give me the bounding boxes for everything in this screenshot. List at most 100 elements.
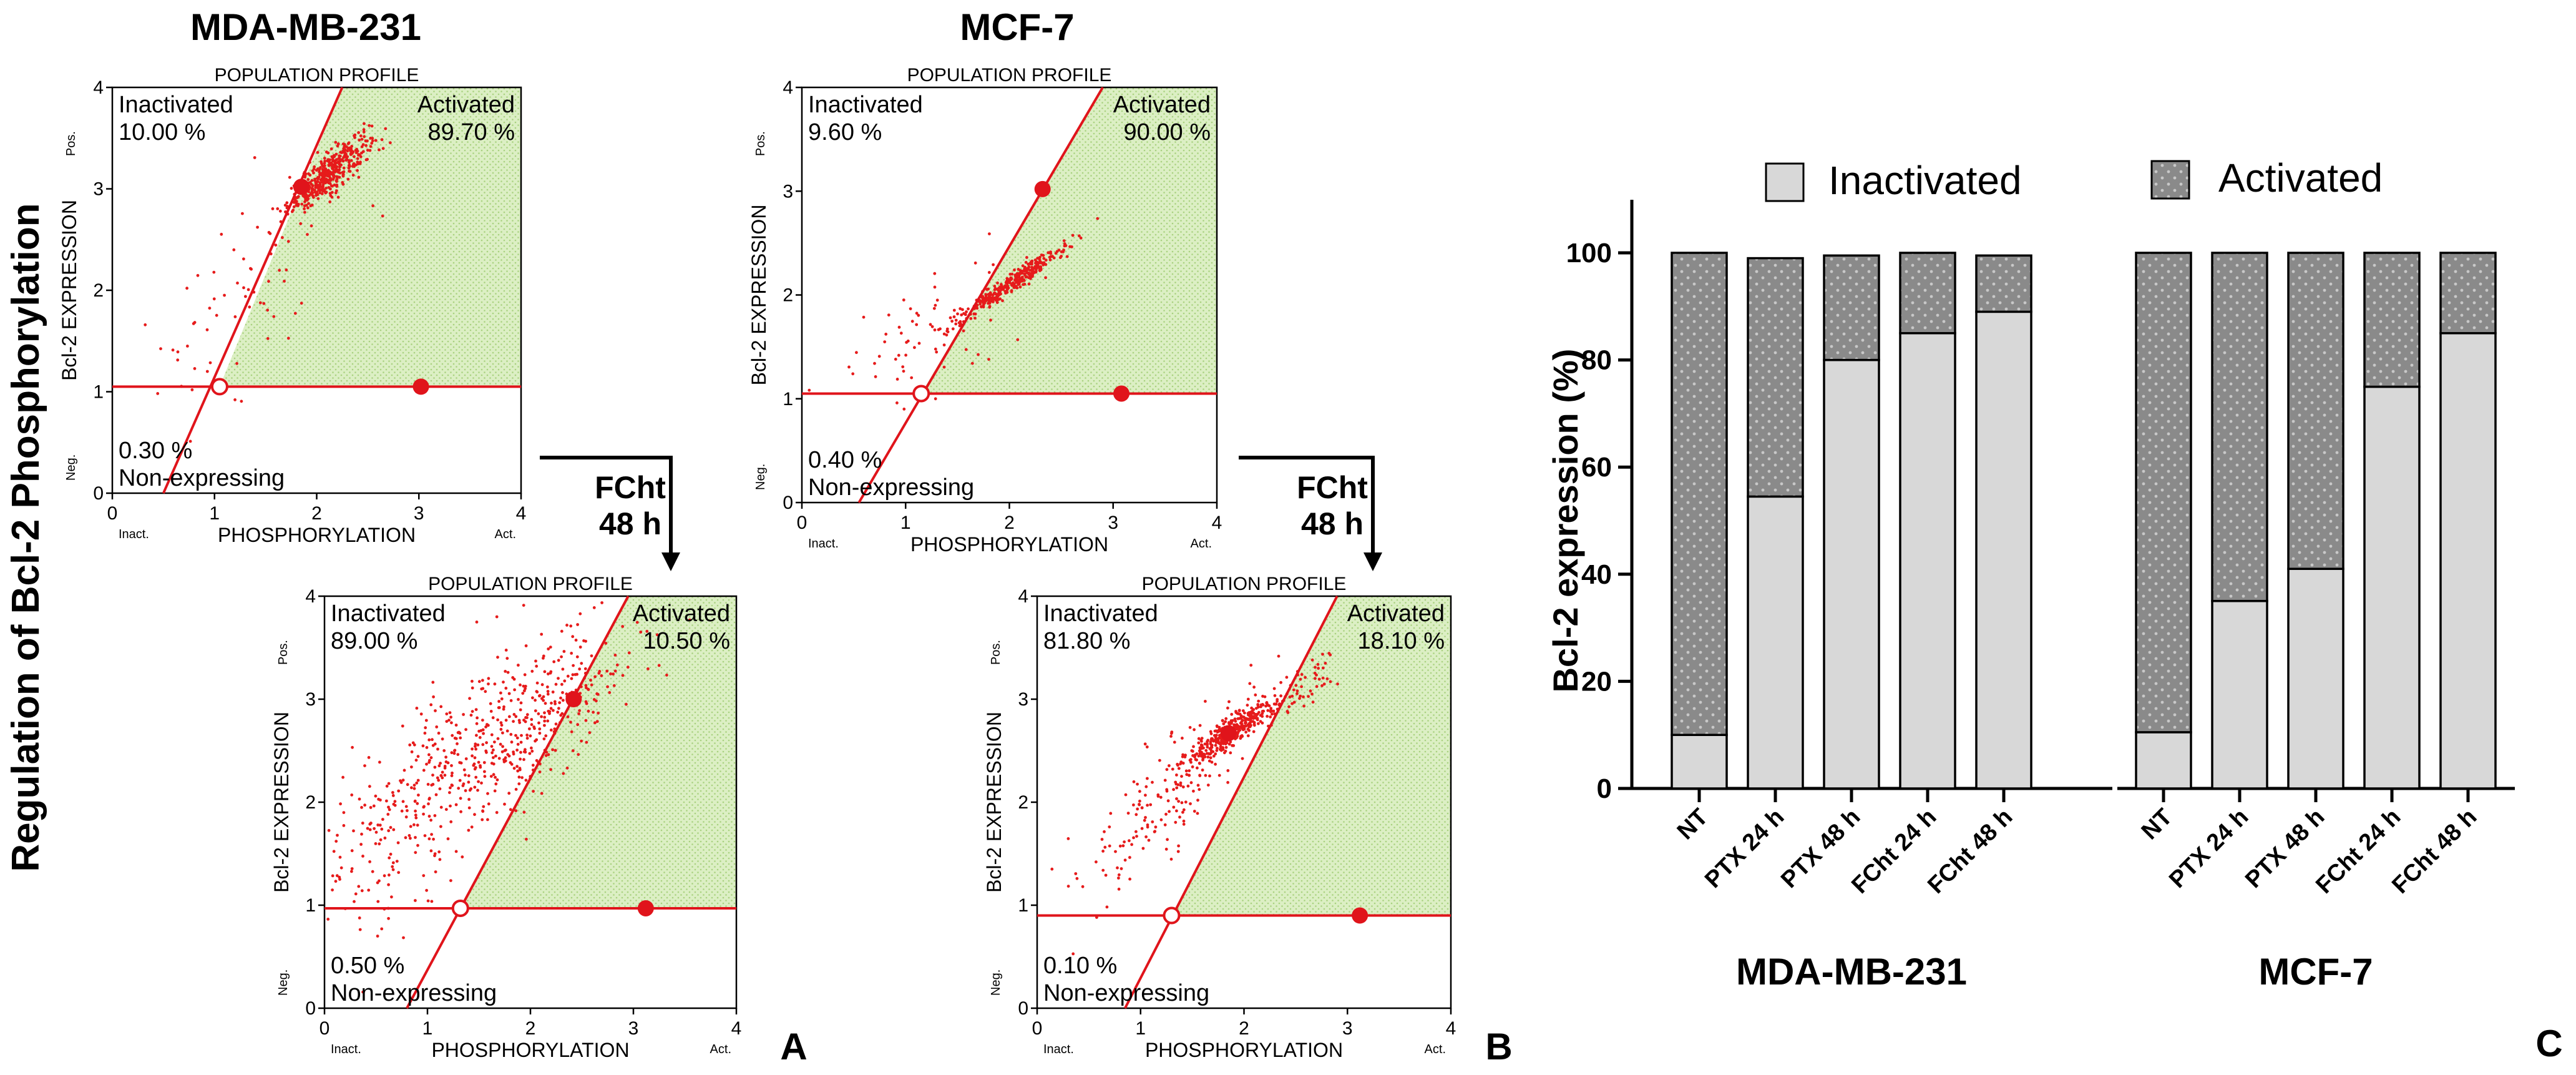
scatter-event [1261,721,1264,725]
scatter-event [1236,724,1239,728]
scatter-event [318,188,321,191]
scatter-event [436,776,439,780]
scatter-event [530,718,534,721]
scatter-event [335,184,339,187]
scatter-event [439,825,442,828]
scatter-event [1108,825,1111,828]
scatter-event [366,139,369,143]
x-tick-label: 1 [422,1018,433,1039]
scatter-event [383,837,387,840]
scatter-event [1279,680,1283,684]
scatter-event [1074,872,1078,875]
scatter-event [232,248,236,252]
x-end-label-inact: Inact. [808,537,839,551]
scatter-event [433,854,436,858]
scatter-event [895,378,899,381]
scatter-event [851,372,855,376]
x-tick-label: 2 [311,503,322,524]
scatter-event [410,765,413,768]
scatter-event [1039,266,1042,270]
gate-right-handle [637,900,654,916]
scatter-event [553,700,557,704]
scatter-event [934,397,937,401]
x-tick-label: 3 [1342,1018,1353,1039]
legend-swatch-inactivated [1765,162,1805,202]
scatter-event [1227,700,1231,704]
scatter-event [969,317,973,320]
scatter-event [910,320,914,323]
scatter-event [902,370,905,373]
scatter-event [404,805,408,808]
y-tick-label: 1 [93,382,104,403]
scatter-event [327,181,331,185]
scatter-event [538,732,542,735]
scatter-event [1276,698,1279,701]
scatter-event [509,761,512,764]
scatter-event [353,155,356,159]
y-tick-label: 0 [1597,773,1612,804]
scatter-event [655,633,659,637]
scatter-event [1252,711,1256,715]
y-tick-label: 1 [1018,895,1028,916]
scatter-event [423,834,427,837]
scatter-event [1100,838,1104,841]
scatter-event [476,743,480,747]
scatter-event [477,680,481,684]
scatter-event [945,333,949,336]
scatter-event [504,759,507,763]
scatter-event [855,351,858,355]
scatter-event [313,165,316,169]
scatter-event [320,192,324,195]
scatter-event [306,206,310,210]
scatter-event [176,358,180,362]
scatter-event [1117,887,1121,891]
x-end-label-inact: Inact. [1043,1043,1074,1056]
scatter-event [479,765,482,769]
scatter-event [1001,299,1004,303]
scatter-event [339,163,343,167]
scatter-event [448,711,452,714]
scatter-event [1269,707,1273,710]
scatter-event [1171,767,1174,771]
scatter-event [341,173,345,177]
scatter-event [474,775,478,779]
scatter-event [560,682,564,686]
scatter-event [504,687,508,690]
scatter-event [321,177,324,180]
scatter-event [1174,782,1178,786]
scatter-event [1238,729,1242,732]
scatter-event [522,810,526,814]
scatter-event [1005,290,1008,293]
scatter-event [1146,825,1149,829]
scatter-event [321,164,324,167]
scatter-event [400,809,404,813]
scatter-event [987,296,990,300]
scatter-event [362,128,366,132]
gate-upper-handle [1034,180,1051,197]
scatter-event [378,148,381,152]
scatter-event [468,697,471,700]
scatter-event [414,836,417,839]
x-tick-label: 2 [1004,513,1015,533]
scatter-event [342,147,346,150]
scatter-event [1022,283,1025,287]
scatter-event [429,849,433,853]
scatter-event [1175,797,1178,800]
scatter-event [429,756,433,760]
scatter-event [359,134,363,138]
bar-inactivated [1899,331,1956,790]
scatter-event [361,990,364,994]
scatter-event [473,756,477,760]
scatter-event [964,348,968,351]
y-tick-label: 80 [1581,345,1612,376]
scatter-event [331,165,334,169]
scatter-event [973,317,977,320]
scatter-event [296,195,300,199]
scatter-event [421,744,425,748]
scatter-event [1132,836,1135,840]
scatter-event [593,675,597,679]
scatter-event [523,673,527,677]
y-tick-label: 60 [1581,452,1612,483]
scatter-event [978,300,982,303]
scatter-event [1196,766,1199,770]
